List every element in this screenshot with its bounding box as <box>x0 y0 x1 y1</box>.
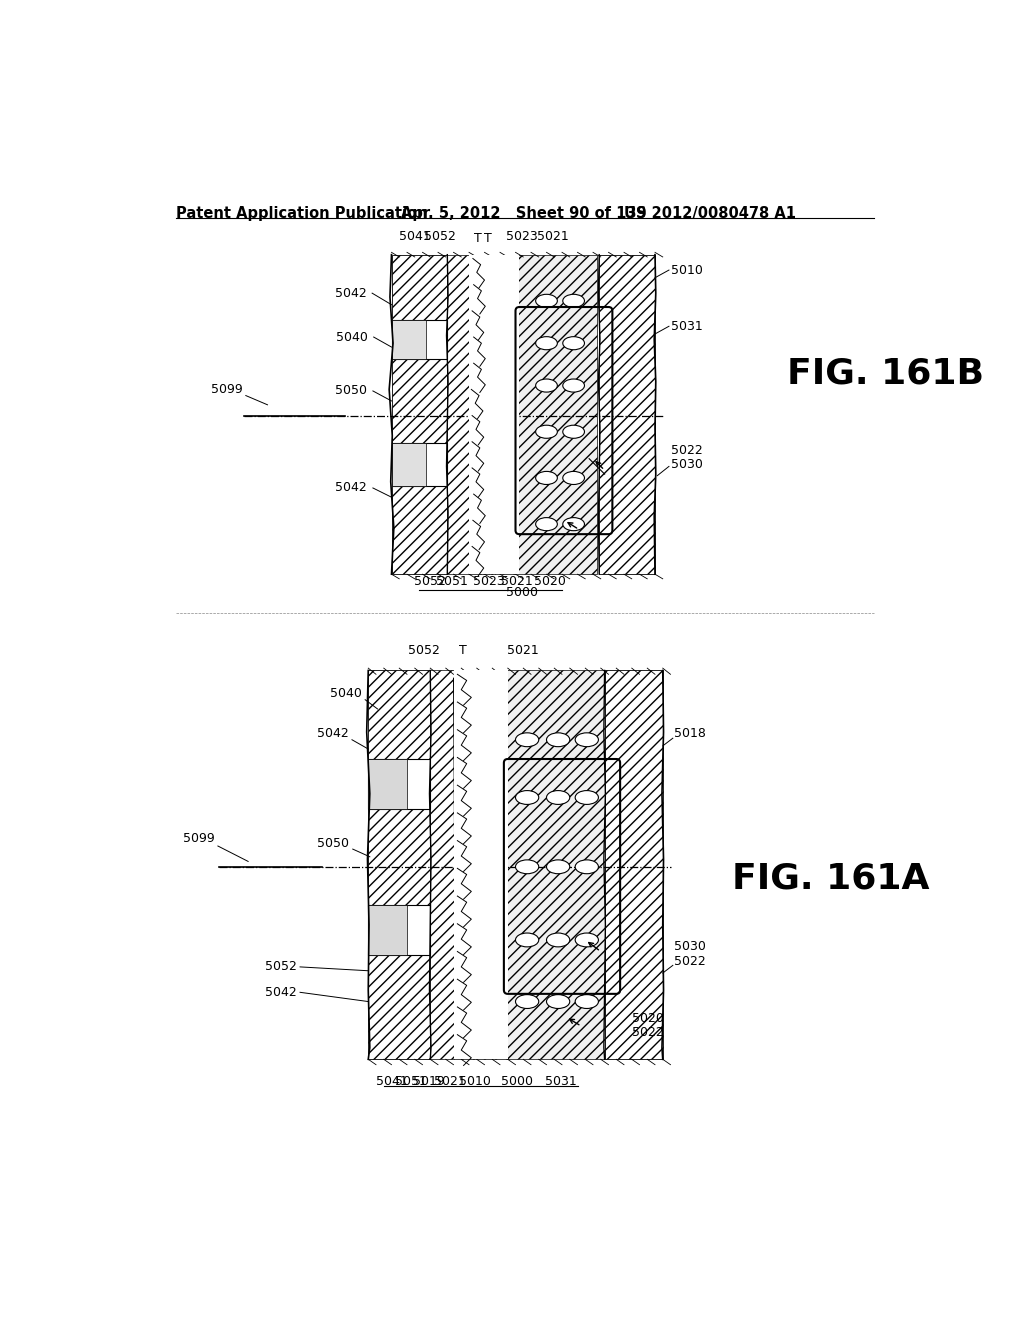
Ellipse shape <box>563 294 585 308</box>
Bar <box>391 255 447 574</box>
Ellipse shape <box>563 517 585 531</box>
Text: Patent Application Publication: Patent Application Publication <box>176 206 428 222</box>
Text: 5052: 5052 <box>424 230 456 243</box>
Bar <box>599 255 655 574</box>
Ellipse shape <box>547 733 569 747</box>
Text: 5023: 5023 <box>506 230 538 243</box>
Text: 5022: 5022 <box>675 954 707 968</box>
Ellipse shape <box>563 379 585 392</box>
Ellipse shape <box>515 859 539 874</box>
Text: 5031: 5031 <box>545 1074 577 1088</box>
Ellipse shape <box>563 337 585 350</box>
Text: 5052: 5052 <box>265 961 297 973</box>
Ellipse shape <box>547 859 569 874</box>
Ellipse shape <box>547 995 569 1008</box>
Ellipse shape <box>575 791 598 804</box>
Ellipse shape <box>515 791 539 804</box>
Text: 5041: 5041 <box>376 1074 408 1088</box>
Text: 5030: 5030 <box>675 940 707 953</box>
Bar <box>430 671 454 1059</box>
Bar <box>447 255 469 574</box>
Bar <box>391 444 447 486</box>
Text: 5022: 5022 <box>632 1026 664 1039</box>
Bar <box>391 444 426 486</box>
Text: 5042: 5042 <box>265 986 297 999</box>
Ellipse shape <box>563 425 585 438</box>
Ellipse shape <box>536 379 557 392</box>
Bar <box>469 255 519 574</box>
Bar <box>369 906 430 956</box>
Text: T: T <box>484 231 493 244</box>
Ellipse shape <box>536 517 557 531</box>
Text: 5042: 5042 <box>335 482 367 495</box>
Text: 5020: 5020 <box>535 576 566 587</box>
Ellipse shape <box>536 294 557 308</box>
Text: 5040: 5040 <box>336 330 369 343</box>
Text: 5052: 5052 <box>415 576 446 587</box>
Text: 5099: 5099 <box>183 832 215 845</box>
Text: 5031: 5031 <box>671 319 702 333</box>
Text: 5030: 5030 <box>671 458 702 471</box>
Bar <box>369 671 430 1059</box>
Text: 5050: 5050 <box>335 384 367 397</box>
Text: 5051: 5051 <box>395 1074 427 1088</box>
Ellipse shape <box>575 995 598 1008</box>
Text: 5052: 5052 <box>409 644 440 656</box>
Text: 5021: 5021 <box>434 1074 466 1088</box>
Text: 5000: 5000 <box>501 1074 534 1088</box>
Ellipse shape <box>547 791 569 804</box>
Ellipse shape <box>515 933 539 946</box>
Text: FIG. 161B: FIG. 161B <box>786 356 984 391</box>
Bar <box>454 671 508 1059</box>
Text: T: T <box>474 231 482 244</box>
Text: 5010: 5010 <box>671 264 702 277</box>
Text: T: T <box>459 644 467 656</box>
Ellipse shape <box>575 933 598 946</box>
Ellipse shape <box>515 733 539 747</box>
Text: 5099: 5099 <box>211 383 243 396</box>
Ellipse shape <box>575 859 598 874</box>
Bar <box>391 321 447 359</box>
Text: 5023: 5023 <box>472 576 504 587</box>
Text: 5021: 5021 <box>537 230 568 243</box>
Ellipse shape <box>536 425 557 438</box>
Ellipse shape <box>547 933 569 946</box>
Bar <box>454 671 604 1059</box>
Text: 5019: 5019 <box>413 1074 444 1088</box>
Text: 5041: 5041 <box>399 230 431 243</box>
Text: 5021: 5021 <box>501 576 532 587</box>
Text: 5051: 5051 <box>436 576 468 587</box>
Bar <box>369 906 407 956</box>
Text: 5022: 5022 <box>671 445 702 458</box>
Bar <box>369 759 430 809</box>
Text: 5010: 5010 <box>459 1074 492 1088</box>
Ellipse shape <box>515 995 539 1008</box>
Text: FIG. 161A: FIG. 161A <box>732 862 930 895</box>
Ellipse shape <box>536 471 557 484</box>
Text: 5020: 5020 <box>632 1012 664 1026</box>
Text: 5050: 5050 <box>316 837 349 850</box>
Text: 5042: 5042 <box>335 286 367 300</box>
Text: 5042: 5042 <box>317 727 349 741</box>
Bar <box>469 255 597 574</box>
Text: US 2012/0080478 A1: US 2012/0080478 A1 <box>624 206 796 222</box>
Bar <box>604 671 663 1059</box>
Ellipse shape <box>536 337 557 350</box>
Text: Apr. 5, 2012   Sheet 90 of 139: Apr. 5, 2012 Sheet 90 of 139 <box>400 206 646 222</box>
Text: 5000: 5000 <box>506 586 538 599</box>
Text: 5040: 5040 <box>330 686 362 700</box>
Ellipse shape <box>575 733 598 747</box>
Ellipse shape <box>563 471 585 484</box>
Bar <box>369 759 407 809</box>
Text: 5018: 5018 <box>675 727 707 741</box>
Text: 5021: 5021 <box>507 644 539 656</box>
Bar <box>391 321 426 359</box>
